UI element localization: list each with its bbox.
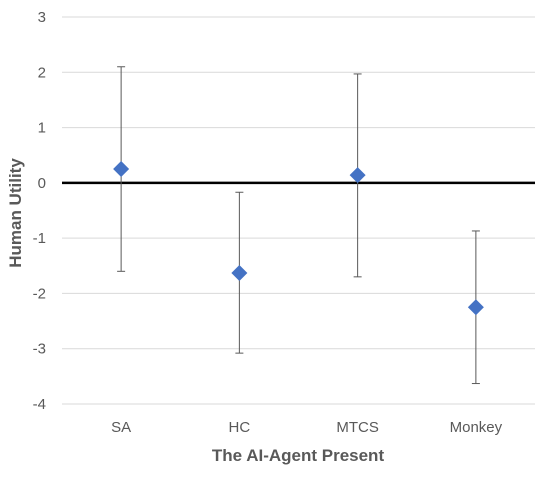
y-tick-label: 2 [38, 64, 46, 81]
x-tick-label: HC [229, 419, 251, 436]
data-point-mtcs [349, 167, 366, 184]
y-tick-label: -1 [33, 230, 46, 247]
y-tick-label: 0 [38, 175, 46, 192]
error-bars [117, 66, 480, 385]
data-point-sa [113, 161, 130, 178]
x-tick-label: MTCS [336, 419, 379, 436]
data-point-monkey [467, 299, 484, 316]
y-tick-label: 1 [38, 120, 46, 137]
y-tick-label: 3 [38, 9, 46, 26]
x-tick-labels: SA HC MTCS Monkey [111, 419, 503, 436]
y-axis-title: Human Utility [6, 158, 25, 268]
x-axis-title: The AI-Agent Present [212, 446, 385, 465]
gridlines [62, 16, 535, 405]
x-tick-label: SA [111, 419, 131, 436]
y-tick-label: -2 [33, 285, 46, 302]
data-point-hc [231, 264, 248, 281]
y-tick-label: -3 [33, 341, 46, 358]
y-tick-label: -4 [33, 396, 46, 413]
x-tick-label: Monkey [450, 419, 503, 436]
data-points [113, 161, 484, 316]
y-tick-labels: 3 2 1 0 -1 -2 -3 -4 [33, 9, 46, 413]
